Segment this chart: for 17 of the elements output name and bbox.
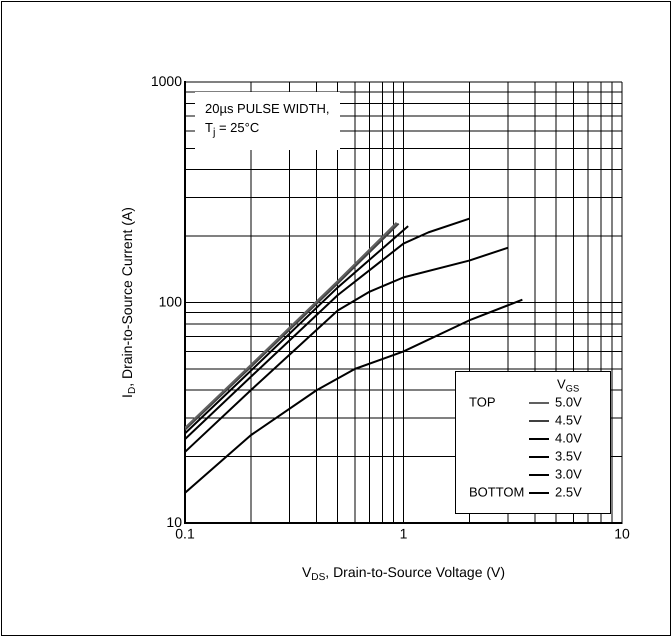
- annotation: TOP: [469, 394, 496, 410]
- y-tick-label: 1000: [150, 72, 182, 89]
- legend-label: 2.5V: [555, 484, 582, 500]
- legend-label: 3.0V: [555, 466, 582, 482]
- legend-label: 3.5V: [555, 448, 582, 464]
- annotation: BOTTOM: [469, 484, 524, 500]
- legend-label: 4.0V: [555, 430, 582, 446]
- y-tick-label: 100: [158, 293, 182, 310]
- annotation: 20µs PULSE WIDTH,: [205, 100, 330, 118]
- legend-label: 5.0V: [555, 394, 582, 410]
- legend-label: 4.5V: [555, 412, 582, 428]
- x-tick-label: 1: [400, 525, 408, 542]
- x-tick-label: 10: [614, 525, 630, 542]
- y-tick-label: 10: [166, 514, 182, 530]
- y-axis-title: ID, Drain-to-Source Current (A): [118, 207, 138, 398]
- annotation: T$_{j}$ = 25°C: [205, 119, 260, 141]
- note-box: 20µs PULSE WIDTH, T$_{j}$ = 25°C: [195, 92, 340, 150]
